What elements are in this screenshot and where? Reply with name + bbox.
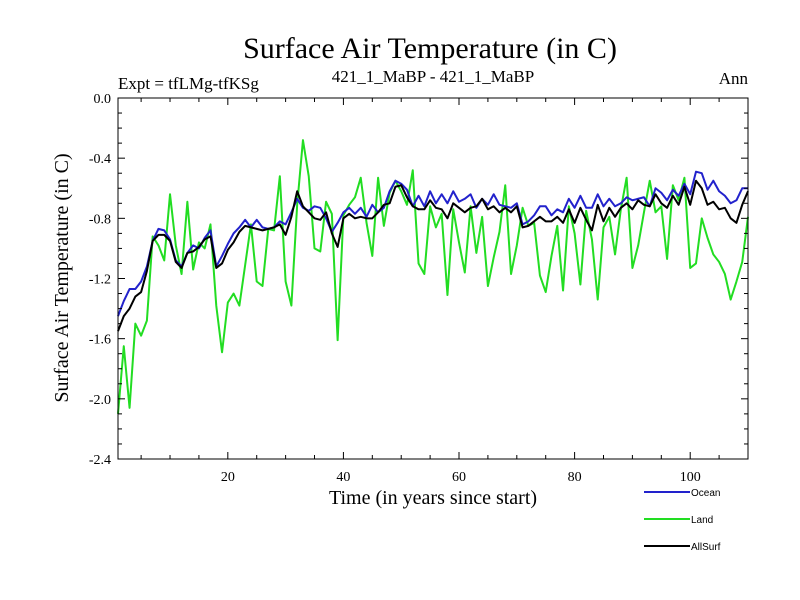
x-tick-label: 80 xyxy=(568,470,582,485)
x-axis-ticks: 20 40 60 80 100 xyxy=(140,98,749,485)
x-tick-label: 40 xyxy=(336,470,350,485)
plot-series xyxy=(117,139,749,414)
y-tick-label: -1.6 xyxy=(89,333,111,348)
x-tick-label: 100 xyxy=(680,470,701,485)
series-line-land xyxy=(117,139,749,414)
experiment-label: Expt = tfLMg-tfKSg xyxy=(118,74,259,93)
legend: Ocean Land AllSurf xyxy=(644,488,721,553)
y-tick-label: -1.2 xyxy=(89,273,111,288)
y-axis-label: Surface Air Temperature (in C) xyxy=(51,153,73,402)
x-tick-label: 20 xyxy=(221,470,235,485)
x-axis-label: Time (in years since start) xyxy=(329,487,537,509)
y-tick-label: -2.4 xyxy=(89,453,111,468)
x-tick-label: 60 xyxy=(452,470,466,485)
y-tick-label: -2.0 xyxy=(89,393,111,408)
chart-title: Surface Air Temperature (in C) xyxy=(243,32,617,65)
legend-label-ocean: Ocean xyxy=(691,488,720,499)
period-label: Ann xyxy=(719,69,749,88)
plot-frame xyxy=(117,97,749,460)
legend-label-land: Land xyxy=(691,515,713,526)
series-line-allsurf xyxy=(117,179,749,332)
y-axis-ticks: 0.0 -0.4 -0.8 -1.2 -1.6 -2.0 -2.4 xyxy=(89,92,748,468)
y-tick-label: -0.4 xyxy=(89,152,111,167)
legend-label-allsurf: AllSurf xyxy=(691,542,721,553)
run-comparison-label: 421_1_MaBP - 421_1_MaBP xyxy=(332,67,534,86)
y-tick-label: 0.0 xyxy=(94,92,112,107)
y-tick-label: -0.8 xyxy=(89,212,111,227)
series-line-ocean xyxy=(117,170,748,317)
